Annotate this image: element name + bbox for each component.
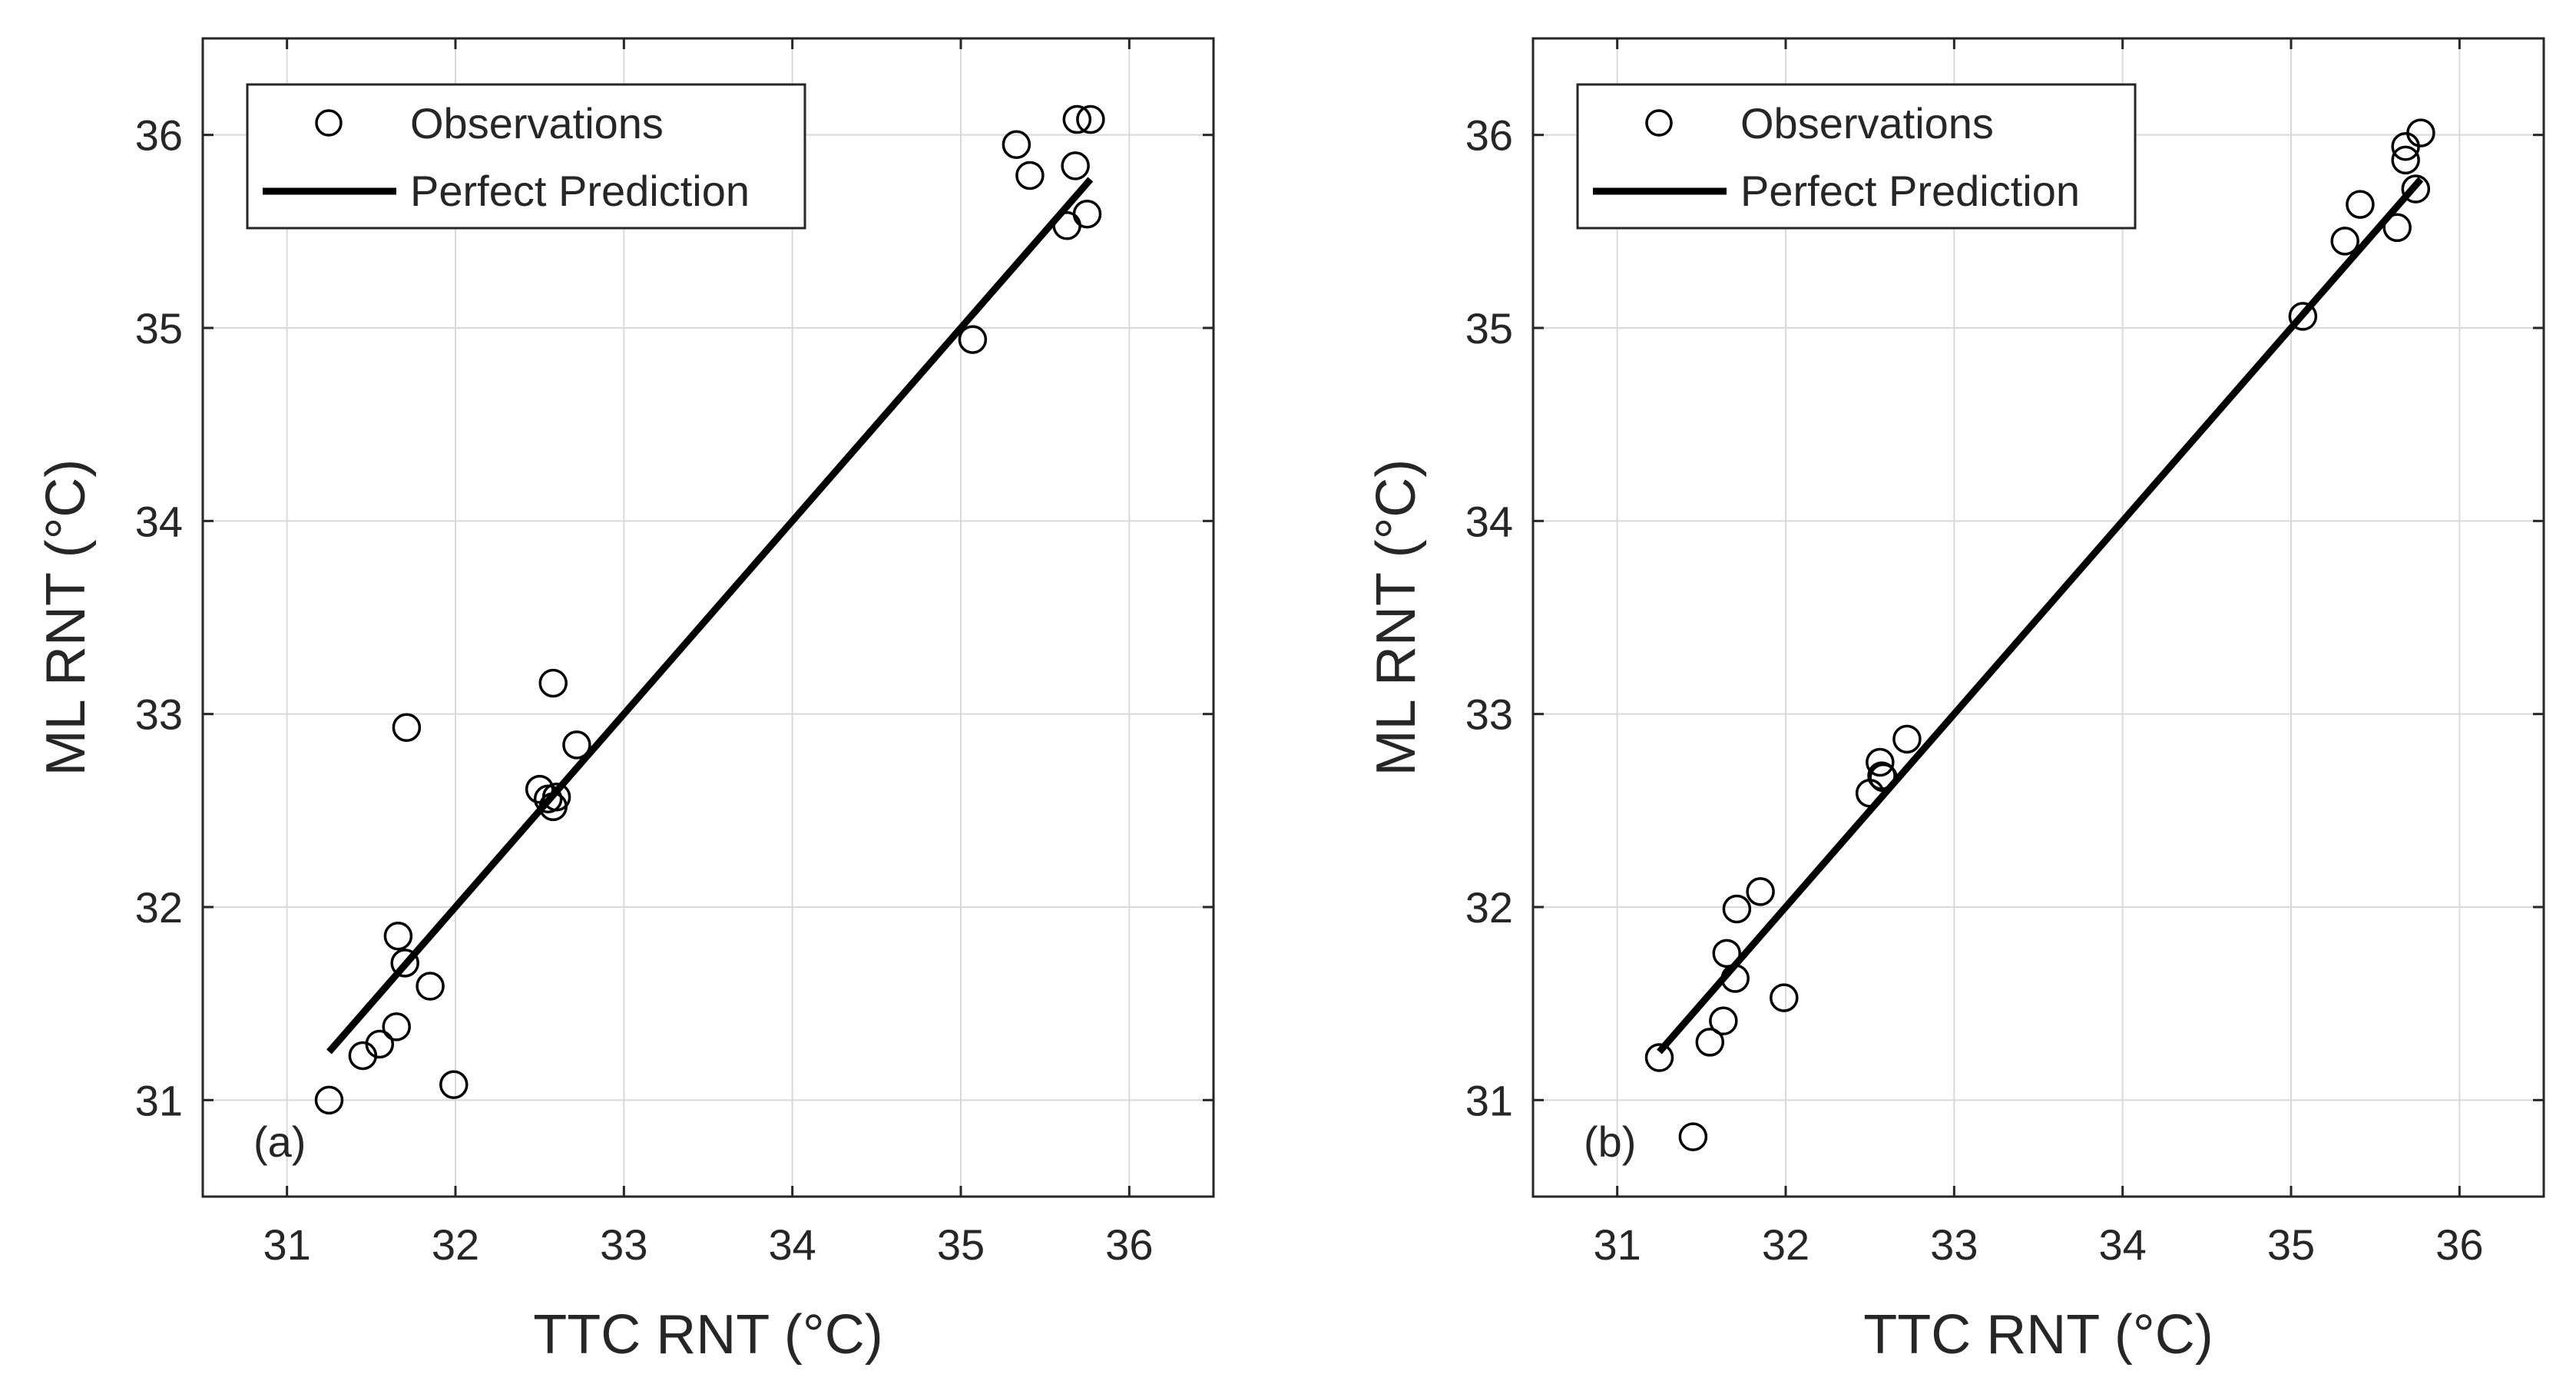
y-axis-label: ML RNT (°C)	[35, 459, 97, 776]
panel-label: (a)	[253, 1117, 306, 1166]
observation-point	[365, 1029, 395, 1059]
observation-point	[1015, 161, 1045, 190]
y-tick-labels: 31 32 33 34 35 36	[135, 111, 183, 1125]
x-tick-label: 31	[1594, 1220, 1641, 1269]
observation-point	[382, 1012, 411, 1041]
legend-box	[246, 83, 806, 230]
observation-point	[2346, 190, 2375, 219]
observation-point	[1076, 104, 1105, 134]
observation-point	[541, 782, 571, 812]
y-tick-label: 34	[135, 497, 183, 545]
ticks	[1533, 38, 2544, 1197]
legend-observations-icon	[1645, 109, 1673, 137]
observation-point	[1892, 724, 1922, 754]
observation-point	[1062, 104, 1092, 134]
perfect-prediction-line-group	[326, 177, 1094, 1055]
observation-point	[1720, 964, 1750, 993]
observation-point	[1722, 894, 1752, 924]
observation-point	[1678, 1122, 1708, 1151]
observation-point	[562, 730, 591, 760]
observation-point	[392, 713, 422, 743]
legend-observations-label: Observations	[1740, 99, 1994, 147]
perfect-prediction-line	[1657, 177, 2424, 1055]
legend-observations-label: Observations	[410, 99, 664, 147]
x-tick-label: 34	[2099, 1220, 2147, 1269]
y-tick-label: 34	[1465, 497, 1513, 545]
observation-point	[1869, 763, 1898, 793]
y-tick-labels: 31 32 33 34 35 36	[1465, 111, 1513, 1125]
axes-box	[201, 37, 1215, 1198]
observations-group	[314, 104, 1105, 1115]
observation-point	[314, 1085, 344, 1115]
observation-point	[2288, 302, 2318, 331]
x-tick-label: 35	[2267, 1220, 2315, 1269]
legend: Observations Perfect Prediction	[246, 83, 806, 230]
observation-point	[2391, 145, 2420, 175]
panel-label: (b)	[1584, 1117, 1636, 1166]
observation-point	[2330, 227, 2359, 256]
x-tick-label: 36	[2435, 1220, 2483, 1269]
legend-perfect-prediction-label: Perfect Prediction	[1740, 167, 2080, 215]
observation-point	[1002, 130, 1031, 159]
x-tick-label: 33	[1930, 1220, 1978, 1269]
x-axis-label: TTC RNT (°C)	[533, 1304, 882, 1366]
legend-perfect-prediction-label: Perfect Prediction	[410, 167, 750, 215]
ticks	[203, 38, 1214, 1197]
y-tick-label: 33	[135, 690, 183, 739]
observation-point	[1770, 983, 1799, 1012]
observations-group	[1644, 118, 2435, 1151]
legend-box	[1576, 83, 2137, 230]
observation-point	[1072, 199, 1102, 229]
x-tick-label: 33	[600, 1220, 647, 1269]
observation-point	[390, 949, 419, 978]
x-tick-labels: 31 32 33 34 35 36	[1594, 1220, 2484, 1269]
observation-point	[439, 1070, 469, 1099]
observation-point	[958, 325, 988, 354]
x-axis-label: TTC RNT (°C)	[1863, 1304, 2213, 1366]
observation-point	[416, 972, 445, 1001]
x-tick-label: 34	[769, 1220, 816, 1269]
y-tick-label: 35	[1465, 304, 1513, 353]
x-tick-label: 32	[432, 1220, 479, 1269]
observation-point	[1746, 877, 1775, 906]
y-tick-label: 33	[1465, 690, 1513, 739]
legend: Observations Perfect Prediction	[1576, 83, 2137, 230]
x-tick-label: 31	[263, 1220, 311, 1269]
perfect-prediction-line-group	[1657, 177, 2424, 1055]
observation-point	[1695, 1028, 1725, 1057]
legend-observations-icon	[315, 109, 343, 137]
x-tick-label: 32	[1762, 1220, 1809, 1269]
observation-point	[1712, 939, 1741, 968]
y-axis-label: ML RNT (°C)	[1366, 459, 1427, 776]
observation-point	[2382, 213, 2412, 243]
observation-point	[383, 921, 413, 951]
chart-panel-a: 31 32 33 34 35 36 31 32 33 34 35 36 (a) Observatio…	[35, 37, 1215, 1366]
axes-box	[1531, 37, 2545, 1198]
y-tick-label: 32	[135, 883, 183, 932]
y-tick-label: 35	[135, 304, 183, 353]
observation-point	[2401, 174, 2431, 204]
observation-point	[1052, 211, 1081, 240]
y-tick-label: 31	[135, 1076, 183, 1124]
x-tick-label: 35	[937, 1220, 985, 1269]
observation-point	[1644, 1043, 1674, 1072]
y-tick-label: 36	[135, 111, 183, 160]
x-tick-label: 36	[1105, 1220, 1153, 1269]
perfect-prediction-line	[326, 177, 1094, 1055]
y-tick-label: 32	[1465, 883, 1513, 932]
y-tick-label: 36	[1465, 111, 1513, 160]
observation-point	[538, 668, 568, 698]
observation-point	[1709, 1006, 1738, 1036]
chart-panel-b: 31 32 33 34 35 36 31 32 33 34 35 36 (b) Observatio…	[1366, 37, 2545, 1366]
x-tick-labels: 31 32 33 34 35 36	[263, 1220, 1154, 1269]
observation-point	[1866, 747, 1895, 777]
observation-point	[1061, 151, 1090, 180]
observation-point	[2406, 118, 2435, 147]
observation-point	[1867, 761, 1896, 790]
y-tick-label: 31	[1465, 1076, 1513, 1124]
